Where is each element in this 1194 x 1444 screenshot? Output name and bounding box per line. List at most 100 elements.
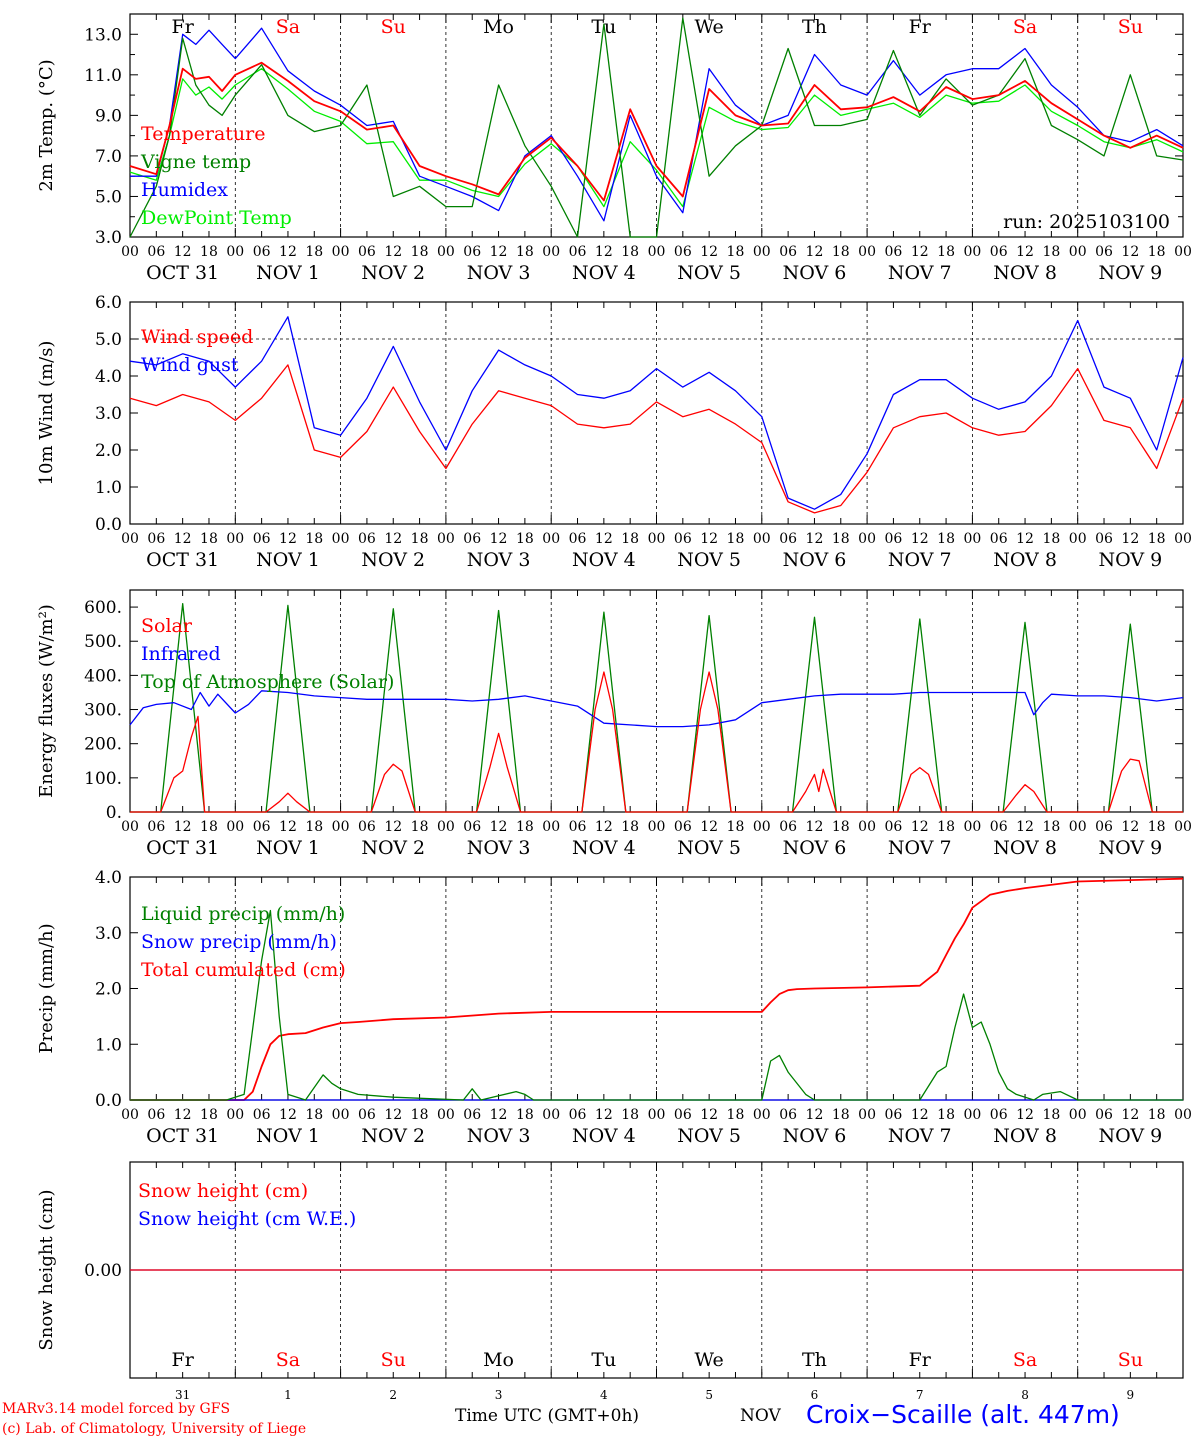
day-label: NOV 8 <box>993 262 1057 284</box>
hour-tick-label: 18 <box>1042 819 1060 835</box>
day-label: NOV 9 <box>1098 262 1162 284</box>
hour-tick-label: 18 <box>937 531 955 547</box>
legend-entry: Wind gust <box>141 354 239 376</box>
y-tick-label: 0.0 <box>95 515 122 535</box>
hour-tick-label: 12 <box>1121 531 1139 547</box>
hour-tick-label: 18 <box>516 531 534 547</box>
hour-tick-label: 06 <box>253 244 271 260</box>
hour-tick-label: 06 <box>253 819 271 835</box>
day-label: NOV 7 <box>888 262 952 284</box>
day-label: OCT 31 <box>146 837 219 859</box>
day-label: NOV 4 <box>572 262 636 284</box>
bottom-day-number: 2 <box>389 1388 397 1402</box>
hour-tick-label: 18 <box>516 1107 534 1123</box>
hour-tick-label: 12 <box>911 819 929 835</box>
hour-tick-label: 18 <box>621 1107 639 1123</box>
y-tick-label: 400. <box>84 666 122 686</box>
y-tick-label: 11.0 <box>84 66 122 86</box>
day-label: NOV 8 <box>993 837 1057 859</box>
hour-tick-label: 00 <box>1174 531 1192 547</box>
hour-tick-label: 12 <box>806 1107 824 1123</box>
hour-tick-label: 12 <box>806 531 824 547</box>
hour-tick-label: 00 <box>858 244 876 260</box>
bottom-day-number: 4 <box>600 1388 608 1402</box>
hour-tick-label: 12 <box>700 819 718 835</box>
hour-tick-label: 12 <box>279 244 297 260</box>
top-day-name: Sa <box>276 16 300 38</box>
hour-tick-label: 00 <box>542 244 560 260</box>
hour-tick-label: 12 <box>174 1107 192 1123</box>
bottom-day-name: Sa <box>276 1349 300 1371</box>
day-label: NOV 6 <box>783 549 847 571</box>
hour-tick-label: 00 <box>1174 819 1192 835</box>
panel-temp: 3.0 5.0 7.0 9.0 11.0 13.0 2m Temp. (°C) Tempera… <box>36 13 1192 284</box>
hour-tick-label: 12 <box>1016 1107 1034 1123</box>
hour-tick-label: 18 <box>727 244 745 260</box>
hour-tick-label: 00 <box>1069 1107 1087 1123</box>
top-day-name: Sa <box>1013 16 1037 38</box>
hour-tick-label: 18 <box>937 819 955 835</box>
y-tick-label: 2.0 <box>95 441 122 461</box>
hour-tick-label: 06 <box>990 819 1008 835</box>
bottom-day-name: Tu <box>591 1349 616 1371</box>
hour-tick-label: 12 <box>700 531 718 547</box>
series-total-cumulated-cm- <box>130 877 1184 1101</box>
day-label: NOV 5 <box>677 262 741 284</box>
bottom-day-name: We <box>695 1349 724 1371</box>
hour-tick-label: 06 <box>253 1107 271 1123</box>
day-label: OCT 31 <box>146 1125 219 1147</box>
y-tick-label: 5.0 <box>95 330 122 350</box>
hour-tick-label: 06 <box>147 244 165 260</box>
y-tick-label: 4.0 <box>95 868 122 888</box>
hour-tick-label: 12 <box>490 531 508 547</box>
y-tick-label: 0. <box>106 803 122 823</box>
hour-tick-label: 00 <box>858 1107 876 1123</box>
hour-tick-label: 00 <box>753 531 771 547</box>
day-label: NOV 3 <box>467 1125 531 1147</box>
series-humidex <box>130 27 1184 222</box>
panel-wind: 0.0 1.0 2.0 3.0 4.0 5.0 6.0 10m Wind (m/s) Wind … <box>36 293 1192 571</box>
hour-tick-label: 12 <box>384 531 402 547</box>
hour-tick-label: 18 <box>1148 1107 1166 1123</box>
y-tick-label: 500. <box>84 632 122 652</box>
top-day-name: Fr <box>172 16 195 38</box>
hour-tick-label: 12 <box>806 244 824 260</box>
day-label: OCT 31 <box>146 549 219 571</box>
hour-tick-label: 06 <box>674 244 692 260</box>
hour-tick-label: 18 <box>411 244 429 260</box>
hour-tick-label: 12 <box>279 531 297 547</box>
legend-entry: Solar <box>141 615 193 637</box>
series-wind-speed <box>129 364 1184 514</box>
hour-tick-label: 12 <box>806 819 824 835</box>
day-label: NOV 3 <box>467 549 531 571</box>
hour-tick-label: 06 <box>358 1107 376 1123</box>
panel-precip: 0.0 1.0 2.0 3.0 4.0 Precip (mm/h) Liquid preci… <box>36 868 1192 1147</box>
hour-tick-label: 00 <box>753 1107 771 1123</box>
hour-tick-label: 12 <box>911 244 929 260</box>
bottom-day-number: 31 <box>175 1388 190 1402</box>
y-tick-label: 200. <box>84 735 122 755</box>
hour-tick-label: 18 <box>727 819 745 835</box>
hour-tick-label: 06 <box>1095 531 1113 547</box>
hour-tick-label: 12 <box>1121 244 1139 260</box>
bottom-day-number: 8 <box>1021 1388 1029 1402</box>
hour-tick-label: 00 <box>332 819 350 835</box>
day-label: NOV 1 <box>256 1125 320 1147</box>
day-label: NOV 2 <box>361 837 425 859</box>
time-axis-label: Time UTC (GMT+0h) <box>455 1406 640 1426</box>
hour-tick-label: 06 <box>1095 1107 1113 1123</box>
day-label: NOV 5 <box>677 1125 741 1147</box>
hour-tick-label: 18 <box>832 1107 850 1123</box>
bottom-day-name: Su <box>1118 1349 1143 1371</box>
bottom-day-name: Fr <box>909 1349 932 1371</box>
y-tick-label: 1.0 <box>95 478 122 498</box>
hour-tick-label: 12 <box>1121 1107 1139 1123</box>
hour-tick-label: 18 <box>1148 819 1166 835</box>
day-label: NOV 1 <box>256 262 320 284</box>
bottom-day-name: Sa <box>1013 1349 1037 1371</box>
day-label: NOV 8 <box>993 549 1057 571</box>
series-temperature <box>129 61 1184 202</box>
hour-tick-label: 12 <box>700 244 718 260</box>
legend-entry: Temperature <box>141 123 265 145</box>
model-credit-line-2: (c) Lab. of Climatology, University of L… <box>2 1421 307 1437</box>
